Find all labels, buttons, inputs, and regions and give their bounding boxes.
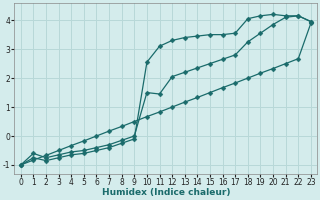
X-axis label: Humidex (Indice chaleur): Humidex (Indice chaleur) xyxy=(101,188,230,197)
